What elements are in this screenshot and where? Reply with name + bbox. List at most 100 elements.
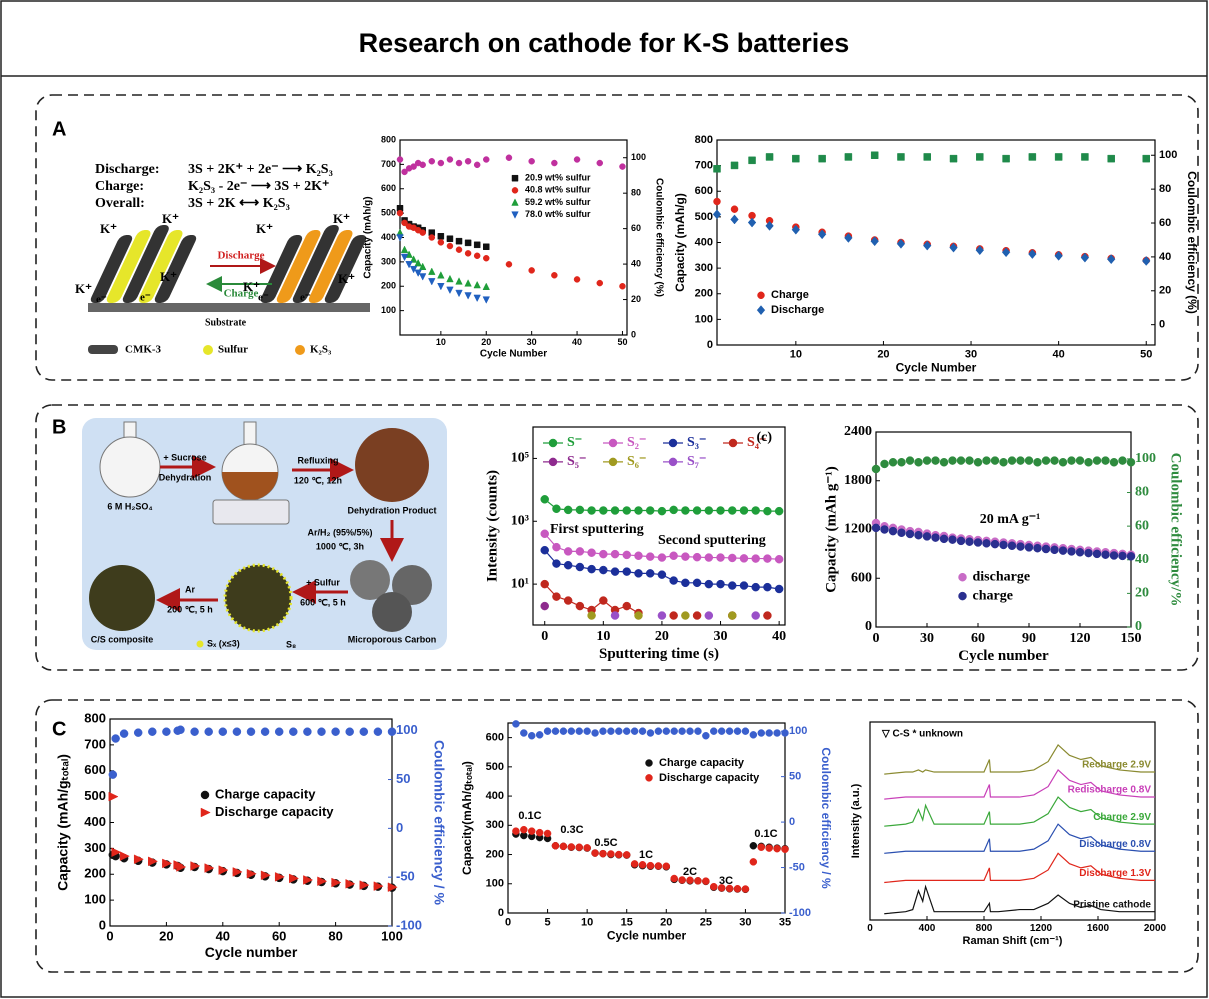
data-point [782, 846, 789, 853]
sulfur-dot [197, 641, 204, 648]
annotation: First sputtering [550, 522, 644, 537]
data-point [483, 244, 489, 250]
data-point [483, 255, 489, 261]
data-point [289, 728, 297, 736]
y2-axis-label: Coulombic efficiency (%) [1185, 171, 1199, 314]
x-axis-label: Cycle Number [480, 349, 547, 360]
data-point [681, 507, 689, 515]
data-point [576, 506, 584, 514]
data-point [694, 877, 701, 884]
data-point [544, 830, 551, 837]
data-point [541, 546, 549, 554]
data-point [717, 507, 725, 515]
data-point [763, 583, 771, 591]
data-point [607, 850, 614, 857]
data-point [551, 160, 557, 166]
equation-name: Charge: [95, 179, 144, 194]
y2-tick-label: 80 [1159, 183, 1171, 195]
data-point [568, 728, 575, 735]
data-point [1029, 153, 1036, 160]
y2-tick-label: 60 [1135, 518, 1149, 533]
y2-tick-label: 100 [631, 152, 646, 162]
x-tick-label: 20 [877, 348, 889, 360]
ion-label: K⁺ [338, 271, 355, 286]
data-point [332, 728, 340, 736]
data-point [1059, 458, 1067, 466]
y-tick-label: 800 [695, 134, 713, 146]
y-tick-label: 200 [381, 281, 396, 291]
x-tick-label: 40 [572, 337, 582, 347]
y-tick-label: 400 [381, 232, 396, 242]
data-point [845, 153, 852, 160]
scheme-label: 6 M H₂SO₄ [107, 501, 152, 511]
y-tick-label: 200 [84, 866, 106, 881]
legend-label: CMK-3 [125, 344, 162, 356]
data-point [957, 537, 965, 545]
data-point [714, 165, 721, 172]
x-tick-label: 60 [272, 928, 286, 943]
data-point [588, 612, 596, 620]
data-point [438, 239, 444, 245]
legend-swatch [203, 345, 213, 355]
legend-label: Discharge capacity [659, 772, 760, 784]
data-point [897, 153, 904, 160]
scheme-label: Dehydration Product [347, 505, 436, 515]
data-point [1110, 458, 1118, 466]
x-tick-label: 50 [617, 337, 627, 347]
data-point [560, 728, 567, 735]
y-axis-label: Capacity (mAh/g) [363, 196, 374, 278]
data-point [584, 844, 591, 851]
y2-axis-label: Coulombic efficiency / % [431, 740, 447, 905]
legend-marker [646, 760, 653, 767]
data-point [742, 728, 749, 735]
legend-label: Charge capacity [215, 786, 316, 801]
data-point [906, 457, 914, 465]
legend-marker [669, 439, 677, 447]
y2-tick-label: -100 [789, 907, 811, 919]
data-point [915, 458, 923, 466]
data-point [1000, 458, 1008, 466]
carbon-sphere [372, 592, 412, 632]
data-point [646, 553, 654, 561]
data-point [134, 729, 142, 737]
data-point [646, 569, 654, 577]
y-axis-label: Intensity (a.u.) [850, 783, 862, 858]
data-point [710, 883, 717, 890]
y2-tick-label: 40 [1135, 552, 1149, 567]
data-point [681, 553, 689, 561]
data-point [679, 728, 686, 735]
data-point [429, 235, 435, 241]
data-point [731, 162, 738, 169]
scheme-label: Microporous Carbon [348, 634, 437, 644]
y-tick-label: 600 [381, 183, 396, 193]
x-tick-label: 30 [965, 348, 977, 360]
data-point [564, 547, 572, 555]
ion-label: K⁺ [333, 211, 350, 226]
y-tick-label: 1800 [844, 473, 872, 488]
data-point [906, 530, 914, 538]
scheme-label: + Sulfur [306, 577, 340, 587]
data-point [1042, 545, 1050, 553]
data-point [1076, 548, 1084, 556]
y2-tick-label: 0 [396, 820, 403, 835]
data-point [1102, 551, 1110, 559]
x-tick-label: 10 [790, 348, 802, 360]
x-tick-label: 20 [159, 928, 173, 943]
data-point [705, 580, 713, 588]
data-point [752, 583, 760, 591]
data-point [932, 534, 940, 542]
x-tick-label: 15 [621, 916, 633, 928]
data-point [1119, 457, 1127, 465]
data-point [915, 531, 923, 539]
data-point [710, 728, 717, 735]
data-point [536, 829, 543, 836]
data-point [740, 554, 748, 562]
data-point [957, 457, 965, 465]
data-point [774, 730, 781, 737]
data-point [974, 539, 982, 547]
data-point [693, 553, 701, 561]
data-point [574, 157, 580, 163]
data-point [702, 878, 709, 885]
data-point [552, 728, 559, 735]
data-point [976, 153, 983, 160]
